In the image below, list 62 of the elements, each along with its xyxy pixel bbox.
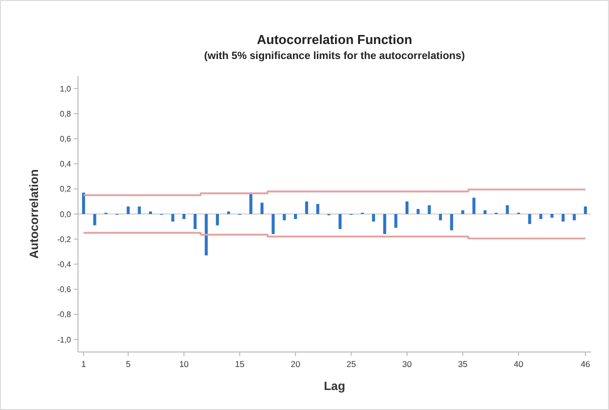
x-tick-label: 20 [290,359,300,369]
y-tick-label: 0,4 [60,160,72,169]
bar [450,214,454,230]
bar [484,210,487,214]
bar [338,214,342,230]
bar [148,211,152,214]
bar [126,206,130,214]
bar [294,214,297,220]
x-tick-label: 5 [126,359,131,369]
x-tick-label: 10 [179,359,189,369]
bar [204,214,208,256]
bar [528,214,532,224]
chart-subtitle: (with 5% significance limits for the autocorrelations) [204,50,465,62]
bar [316,204,320,214]
bar [227,211,230,214]
bar [428,205,431,214]
bar [539,214,542,220]
y-tick-label: -0,6 [57,285,72,294]
bar [249,194,252,214]
y-tick-label: 1,0 [60,84,72,94]
bar [138,206,141,214]
y-tick-label: -0,4 [57,260,72,269]
bar [272,214,275,234]
y-tick-label: -0,8 [57,310,72,320]
bar [260,202,264,214]
y-tick-label: -1,0 [57,335,72,344]
y-tick-label: 0,8 [60,109,72,118]
bar [572,214,576,220]
x-tick-label: 30 [402,359,412,369]
bar [584,206,587,214]
y-axis-title: Autocorrelation [27,169,41,259]
bar [372,214,376,222]
x-tick-label: 40 [514,359,524,369]
y-tick-label: 0,0 [60,210,72,219]
bar [461,210,464,214]
x-tick-label: 1 [81,359,86,369]
bar [394,214,398,228]
bar [171,214,174,222]
y-tick-label: 0,2 [60,184,72,194]
bar [194,214,197,230]
y-tick-label: 0,6 [60,134,72,144]
y-tick-label: -0,2 [57,234,72,244]
bar [472,198,476,214]
bar [506,205,509,214]
x-tick-label: 15 [234,359,245,369]
bar [383,214,386,234]
bar [562,214,565,222]
bar [282,214,286,220]
bar [216,214,219,226]
chart-title: Autocorrelation Function [256,32,412,47]
bar [405,201,408,214]
bar [305,201,308,214]
bar [93,214,96,226]
bar [550,214,554,218]
x-tick-label: 35 [458,359,468,369]
x-tick-label: 46 [580,359,590,369]
bar [182,214,186,220]
x-tick-label: 25 [346,359,356,369]
x-axis-title: Lag [324,379,346,393]
bar [82,192,86,214]
bar [416,208,420,214]
bar [438,214,442,220]
